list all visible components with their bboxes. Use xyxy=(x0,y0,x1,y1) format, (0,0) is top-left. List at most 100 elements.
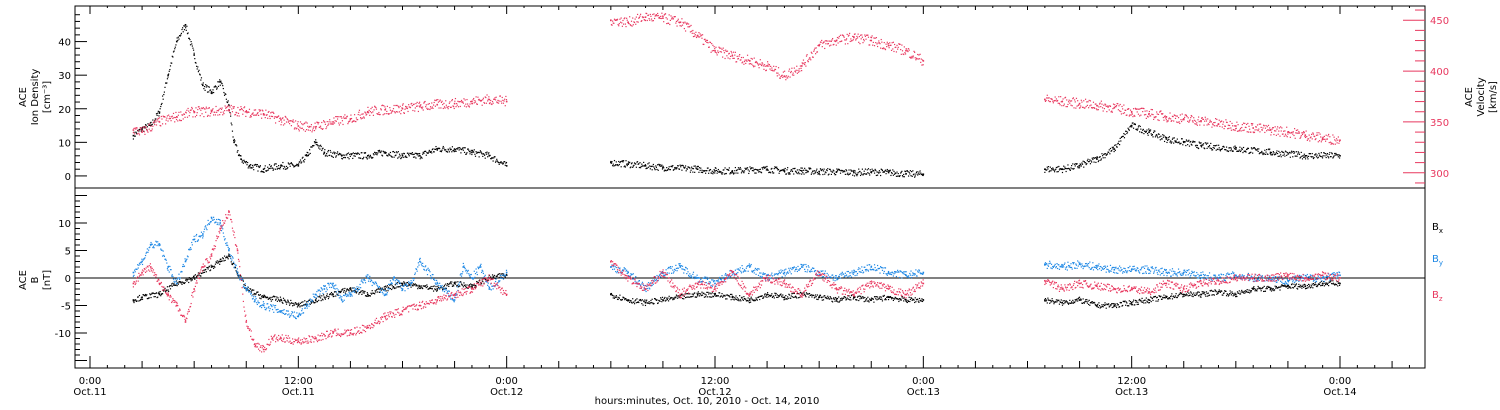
ion-density-point xyxy=(1191,141,1194,143)
ion-density-point xyxy=(138,130,140,132)
bx-point xyxy=(883,294,885,297)
ion-density-point xyxy=(448,149,450,151)
bx-point xyxy=(219,260,222,263)
bx-point xyxy=(326,295,328,297)
bx-point xyxy=(239,274,241,277)
velocity-point xyxy=(297,121,299,123)
velocity-point xyxy=(678,22,681,24)
bx-point xyxy=(1081,302,1083,304)
ion-density-point xyxy=(251,167,253,169)
bx-point xyxy=(1269,288,1272,290)
ion-density-point xyxy=(292,164,294,166)
ion-density-point xyxy=(1154,136,1157,138)
ion-density-point xyxy=(1190,140,1192,143)
velocity-point xyxy=(674,16,676,18)
ion-density-point xyxy=(392,150,395,153)
velocity-point xyxy=(134,127,136,129)
velocity-point xyxy=(497,102,500,104)
velocity-point xyxy=(1154,116,1157,118)
velocity-point xyxy=(1044,100,1047,102)
ion-density-point xyxy=(1089,163,1092,165)
velocity-point xyxy=(1316,132,1318,134)
velocity-point xyxy=(195,107,197,109)
ion-density-point xyxy=(231,130,234,132)
ion-density-point xyxy=(763,166,765,168)
bx-point xyxy=(693,292,695,295)
bx-point xyxy=(889,295,891,298)
ion-density-point xyxy=(887,171,890,174)
ion-density-point xyxy=(219,84,221,86)
velocity-point xyxy=(476,103,478,106)
ion-density-point xyxy=(141,128,143,130)
bx-point xyxy=(212,265,214,268)
bx-point xyxy=(702,292,704,294)
velocity-point xyxy=(201,113,203,115)
bx-point xyxy=(779,294,781,296)
bx-point xyxy=(451,281,453,283)
velocity-point xyxy=(838,37,840,39)
bx-point xyxy=(715,294,718,297)
bx-point xyxy=(1065,300,1067,302)
ion-density-point xyxy=(1129,126,1131,128)
bx-point xyxy=(249,288,251,290)
bx-point xyxy=(1095,304,1097,307)
ion-density-point xyxy=(205,86,207,88)
velocity-point xyxy=(801,65,803,67)
ion-density-point xyxy=(1285,151,1287,153)
ion-density-point xyxy=(1139,125,1141,128)
velocity-point xyxy=(1338,142,1340,144)
velocity-point xyxy=(219,107,221,109)
velocity-point xyxy=(841,34,843,36)
bx-point xyxy=(1074,301,1076,304)
velocity-point xyxy=(176,116,178,118)
bx-point xyxy=(298,302,300,304)
bx-point xyxy=(1083,301,1085,304)
ion-density-point xyxy=(382,150,384,152)
ion-density-point xyxy=(305,154,307,157)
velocity-point xyxy=(298,130,300,132)
bx-point xyxy=(653,302,655,305)
velocity-point xyxy=(316,121,318,123)
ion-density-point xyxy=(717,170,719,173)
velocity-point xyxy=(1286,136,1288,138)
bx-point xyxy=(224,259,226,261)
velocity-point xyxy=(1109,105,1112,108)
velocity-point xyxy=(652,13,654,16)
velocity-point xyxy=(1236,121,1238,123)
ion-density-point xyxy=(731,170,734,172)
bx-point xyxy=(194,278,196,280)
bx-point xyxy=(625,298,627,300)
bx-point xyxy=(275,298,277,300)
velocity-point xyxy=(1256,124,1259,126)
velocity-point xyxy=(220,111,222,113)
ion-density-point xyxy=(349,155,351,158)
bx-point xyxy=(914,297,916,299)
ion-density-point xyxy=(188,37,190,39)
bx-point xyxy=(213,267,215,269)
ion-density-point xyxy=(239,154,241,157)
ion-density-point xyxy=(203,88,205,90)
ion-density-point xyxy=(1244,150,1246,152)
ion-density-point xyxy=(1324,155,1326,157)
velocity-point xyxy=(400,113,402,115)
ion-density-point xyxy=(878,172,880,174)
bx-point xyxy=(205,268,207,271)
ion-density-point xyxy=(281,165,283,167)
velocity-point xyxy=(1060,101,1062,103)
bx-point xyxy=(266,296,268,298)
velocity-point xyxy=(643,16,645,18)
bx-point xyxy=(1077,300,1079,302)
bx-point xyxy=(251,289,254,291)
ion-density-point xyxy=(830,170,832,172)
bx-point xyxy=(271,298,274,301)
bx-point xyxy=(886,296,888,298)
ion-density-point xyxy=(457,147,459,149)
bx-point xyxy=(319,295,321,297)
velocity-point xyxy=(714,49,716,52)
ion-density-point xyxy=(705,170,707,172)
ion-density-point xyxy=(885,173,887,175)
ion-density-point xyxy=(274,163,276,165)
ion-density-point xyxy=(794,170,797,172)
ion-density-point xyxy=(1331,153,1333,155)
bx-point xyxy=(812,294,814,296)
